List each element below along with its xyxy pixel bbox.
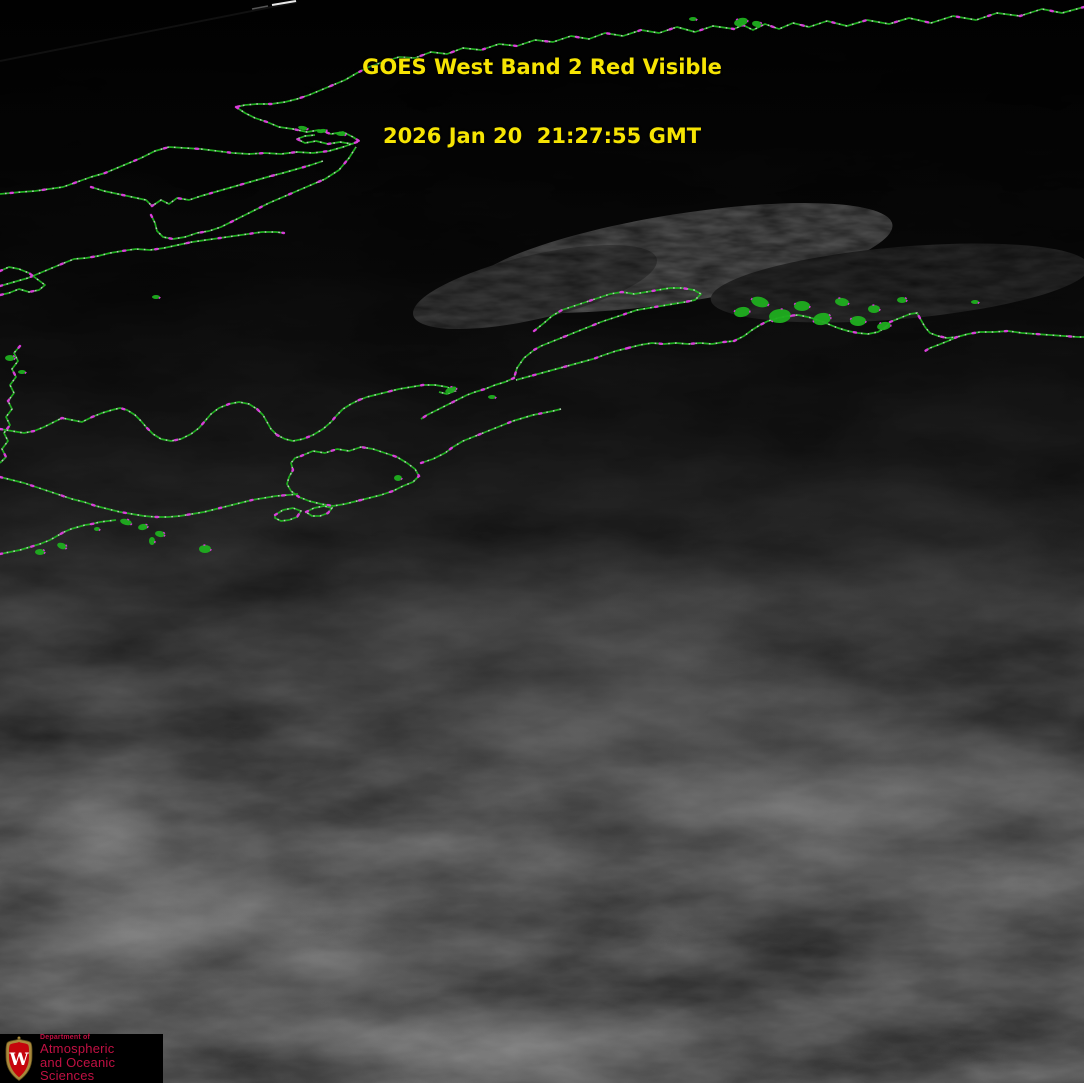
island-blob — [198, 544, 212, 554]
island-blob — [151, 294, 161, 300]
island-blob — [793, 300, 811, 312]
island-blob — [148, 536, 156, 546]
cloud-highlights — [0, 437, 1084, 1083]
island-blob — [970, 299, 980, 305]
title-block: GOES West Band 2 Red Visible 2026 Jan 20… — [0, 10, 1084, 194]
island-blob — [867, 304, 881, 314]
coastline-shumagin-chain — [0, 519, 117, 555]
island-blob — [93, 526, 101, 532]
mountain-ridge-texture — [420, 200, 1084, 330]
island-blob — [688, 16, 698, 22]
island-blob — [487, 394, 497, 400]
coastline-kodiak-islet-a — [273, 506, 303, 523]
coastline-bristol-south-loops — [0, 383, 458, 443]
island-blob — [393, 474, 403, 482]
island-blob — [812, 312, 832, 326]
coastline-layer — [0, 5, 1084, 556]
image-title: GOES West Band 2 Red Visible — [362, 55, 722, 79]
coastline-coast-east-entry — [889, 312, 1084, 339]
coastline-coast-east-spur — [923, 335, 959, 353]
coastline-kenai-coast — [515, 347, 629, 381]
island-blob — [896, 296, 908, 304]
island-blob — [834, 297, 850, 307]
logo-department-prefix: Department of — [40, 1034, 91, 1042]
island-blob — [733, 306, 751, 318]
island-blob — [768, 308, 792, 324]
coastline-kodiak-ne-chain — [419, 407, 563, 465]
coastline-bristol-north — [0, 231, 285, 287]
island-blob — [444, 385, 458, 395]
island-blob — [335, 131, 347, 137]
island-blob — [733, 17, 749, 27]
island-blob — [751, 20, 763, 28]
coastline-coast-behind-title — [235, 25, 735, 108]
coastline-left-edge-squiggle — [0, 345, 21, 464]
coastline-peninsula-sw — [0, 475, 300, 519]
coastline-left-islets — [0, 266, 47, 296]
coastline-kenai-coast — [514, 346, 630, 382]
island-blob — [119, 518, 133, 526]
island-blob — [137, 523, 149, 531]
island-blob — [876, 321, 892, 331]
island-blob — [4, 354, 16, 362]
island-layer — [4, 16, 980, 556]
logo-name-line2: and Oceanic Sciences — [40, 1054, 116, 1083]
logo-text: Department of Atmospheric and Oceanic Sc… — [40, 1034, 163, 1083]
coastline-peninsula-neck — [420, 377, 515, 420]
crest-letter: W — [8, 1050, 29, 1070]
coastline-kuskokwim-north — [90, 160, 324, 207]
island-blob — [56, 542, 68, 550]
crest-shield — [8, 1041, 30, 1077]
scan-edge-artifact — [0, 0, 298, 62]
island-blob — [17, 369, 27, 375]
coastline-kenai-east — [627, 340, 735, 349]
island-blob — [154, 530, 166, 538]
coastline-gulf-coast-east — [733, 6, 1084, 31]
coastline-coast-west-diagonal — [0, 141, 358, 195]
island-blob — [849, 315, 867, 327]
coastline-cook-inlet-loop — [513, 287, 703, 379]
island-blob — [750, 295, 770, 309]
coastline-kuskokwim-horseshoe — [150, 146, 357, 240]
coastline-kodiak-island — [286, 446, 420, 507]
crest-finial — [17, 1036, 21, 1039]
coastline-bristol-south-loops — [0, 384, 457, 442]
island-blob — [316, 128, 328, 134]
coastline-coast-east-spur — [924, 336, 958, 352]
logo-name-line1: Atmospheric — [40, 1041, 115, 1057]
coastline-norton-loop — [235, 106, 361, 145]
coastline-pws-outline — [733, 314, 891, 342]
university-crest-icon: W — [5, 1036, 33, 1081]
coastline-coast-behind-title — [234, 24, 736, 109]
island-blob — [34, 548, 46, 556]
coastline-kodiak-islet-b — [304, 505, 334, 517]
island-blob — [297, 125, 309, 131]
image-timestamp: 2026 Jan 20 21:27:55 GMT — [382, 124, 702, 148]
department-logo: W Department of Atmospheric and Oceanic … — [0, 1034, 163, 1083]
